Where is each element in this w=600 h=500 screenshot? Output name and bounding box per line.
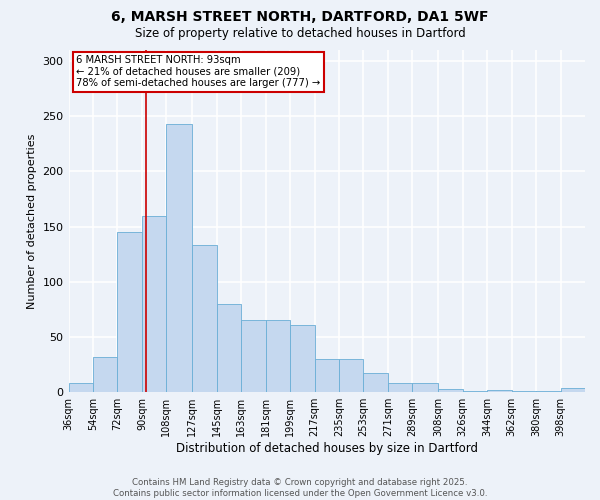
Bar	[166, 124, 192, 392]
X-axis label: Distribution of detached houses by size in Dartford: Distribution of detached houses by size …	[176, 442, 478, 455]
Text: 6 MARSH STREET NORTH: 93sqm
← 21% of detached houses are smaller (209)
78% of se: 6 MARSH STREET NORTH: 93sqm ← 21% of det…	[76, 55, 320, 88]
Bar	[364, 374, 388, 392]
Bar	[339, 359, 364, 392]
Bar	[512, 391, 536, 392]
Bar	[487, 390, 512, 392]
Bar	[560, 388, 585, 392]
Bar	[412, 384, 438, 392]
Bar	[388, 384, 412, 392]
Bar	[536, 391, 560, 392]
Text: Size of property relative to detached houses in Dartford: Size of property relative to detached ho…	[134, 28, 466, 40]
Bar	[463, 391, 487, 392]
Bar	[217, 304, 241, 392]
Text: 6, MARSH STREET NORTH, DARTFORD, DA1 5WF: 6, MARSH STREET NORTH, DARTFORD, DA1 5WF	[111, 10, 489, 24]
Bar	[192, 246, 217, 392]
Bar	[68, 384, 93, 392]
Bar	[241, 320, 266, 392]
Bar	[118, 232, 142, 392]
Bar	[266, 320, 290, 392]
Bar	[93, 357, 118, 392]
Bar	[438, 389, 463, 392]
Y-axis label: Number of detached properties: Number of detached properties	[27, 134, 37, 309]
Bar	[142, 216, 166, 392]
Text: Contains HM Land Registry data © Crown copyright and database right 2025.
Contai: Contains HM Land Registry data © Crown c…	[113, 478, 487, 498]
Bar	[290, 325, 314, 392]
Bar	[314, 359, 339, 392]
